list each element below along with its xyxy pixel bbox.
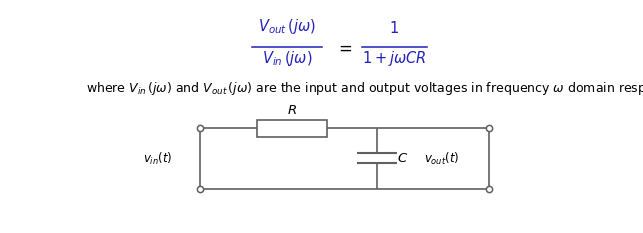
Text: $1$: $1$: [390, 20, 399, 36]
Text: $1 + j\omega CR$: $1 + j\omega CR$: [362, 49, 426, 68]
Text: $V_{in}\,(j\omega)$: $V_{in}\,(j\omega)$: [262, 49, 312, 68]
Text: $V_{out}\,(j\omega)$: $V_{out}\,(j\omega)$: [258, 17, 316, 36]
Text: $v_{out}(t)$: $v_{out}(t)$: [424, 151, 460, 167]
Text: $C$: $C$: [397, 151, 408, 164]
Text: $v_{in}(t)$: $v_{in}(t)$: [143, 151, 172, 167]
Text: where $V_{in}\,(j\omega)$ and $V_{out}\,(j\omega)$ are the input and output volt: where $V_{in}\,(j\omega)$ and $V_{out}\,…: [86, 79, 643, 96]
Text: $R$: $R$: [287, 104, 297, 117]
Bar: [257, 120, 327, 137]
Text: $=$: $=$: [335, 38, 352, 56]
